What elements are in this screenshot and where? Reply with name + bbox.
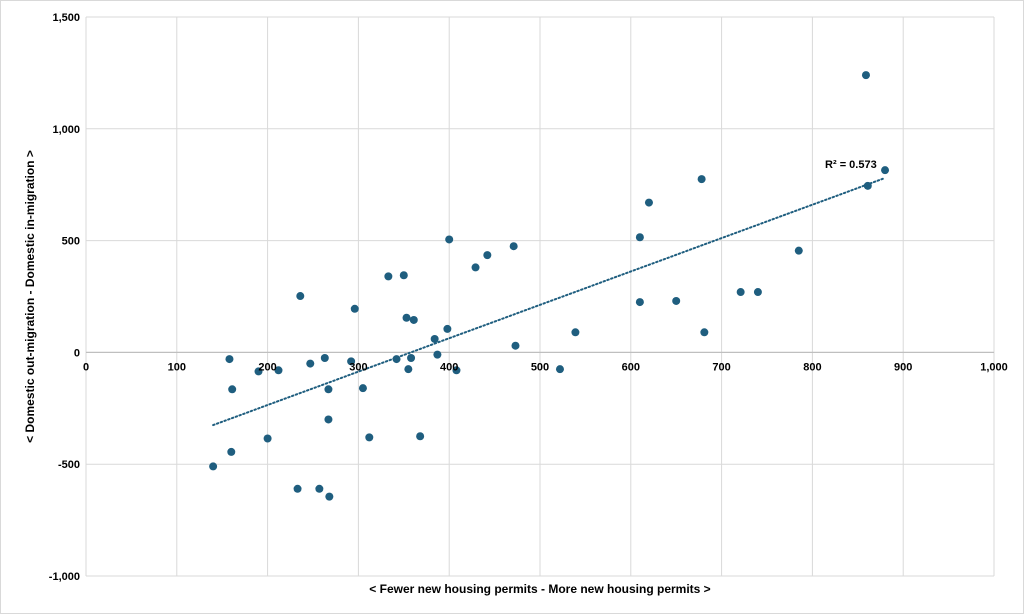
x-axis-title: < Fewer new housing permits - More new h… (369, 582, 710, 596)
y-tick-label: 1,000 (52, 124, 80, 136)
scatter-point (443, 324, 452, 333)
scatter-point (433, 350, 442, 359)
data-points (209, 71, 890, 501)
scatter-point (399, 271, 408, 280)
x-tick-label: 500 (531, 361, 549, 373)
scatter-point (402, 313, 411, 322)
tick-labels: 0 100 200 300 400 500 600 700 800 900 1,000 -1,000 -… (49, 12, 1008, 583)
y-tick-label: -1,000 (49, 571, 80, 583)
scatter-point (452, 366, 461, 375)
scatter-point (392, 355, 401, 364)
grid-lines (85, 16, 995, 577)
scatter-point (753, 288, 762, 297)
scatter-point (555, 365, 564, 374)
scatter-point (324, 385, 333, 394)
scatter-point (350, 304, 359, 313)
scatter-point (227, 447, 236, 456)
scatter-point (325, 492, 334, 501)
scatter-point (430, 334, 439, 343)
scatter-point (306, 359, 315, 368)
scatter-point (365, 433, 374, 442)
scatter-point (509, 242, 518, 251)
y-tick-label: 500 (62, 236, 80, 248)
x-tick-label: 300 (349, 361, 367, 373)
scatter-point (736, 288, 745, 297)
x-tick-label: 600 (622, 361, 640, 373)
scatter-point (347, 357, 356, 366)
x-tick-label: 0 (83, 361, 89, 373)
y-axis-title: < Domestic out-migration - Domestic in-m… (23, 150, 37, 443)
x-tick-label: 200 (258, 361, 276, 373)
scatter-point (296, 292, 305, 301)
scatter-point (697, 175, 706, 184)
scatter-point (263, 434, 272, 443)
scatter-point (445, 235, 454, 244)
scatter-point (320, 353, 329, 362)
y-tick-label: 0 (74, 347, 80, 359)
scatter-point (416, 432, 425, 441)
scatter-point (672, 296, 681, 305)
scatter-point (644, 198, 653, 207)
scatter-point (404, 365, 413, 374)
x-tick-label: 900 (894, 361, 912, 373)
scatter-point (861, 71, 870, 80)
scatter-point (209, 462, 218, 471)
scatter-point (358, 384, 367, 393)
scatter-point (409, 315, 418, 324)
scatter-point (571, 328, 580, 337)
scatter-point (274, 366, 283, 375)
scatter-point (863, 181, 872, 190)
r-squared-label: R² = 0.573 (825, 159, 877, 171)
scatter-point (293, 484, 302, 493)
scatter-point (225, 355, 234, 364)
trendline (212, 176, 887, 427)
x-tick-label: 800 (803, 361, 821, 373)
trendline-layer (212, 176, 887, 427)
x-tick-label: 100 (168, 361, 186, 373)
scatter-point (700, 328, 709, 337)
x-tick-label: 400 (440, 361, 458, 373)
scatter-point (635, 298, 644, 307)
x-tick-label: 1,000 (980, 361, 1008, 373)
scatter-point (315, 484, 324, 493)
scatter-point (384, 272, 393, 281)
scatter-point (254, 367, 263, 376)
scatter-point (483, 251, 492, 260)
scatter-point (881, 166, 890, 175)
scatter-point (635, 233, 644, 242)
scatter-point (511, 341, 520, 350)
scatter-point (324, 415, 333, 424)
y-tick-label: 1,500 (52, 12, 80, 24)
scatter-point (228, 385, 237, 394)
scatter-point (407, 353, 416, 362)
scatter-point (794, 246, 803, 255)
y-tick-label: -500 (58, 459, 80, 471)
scatter-point (471, 263, 480, 272)
x-tick-label: 700 (712, 361, 730, 373)
